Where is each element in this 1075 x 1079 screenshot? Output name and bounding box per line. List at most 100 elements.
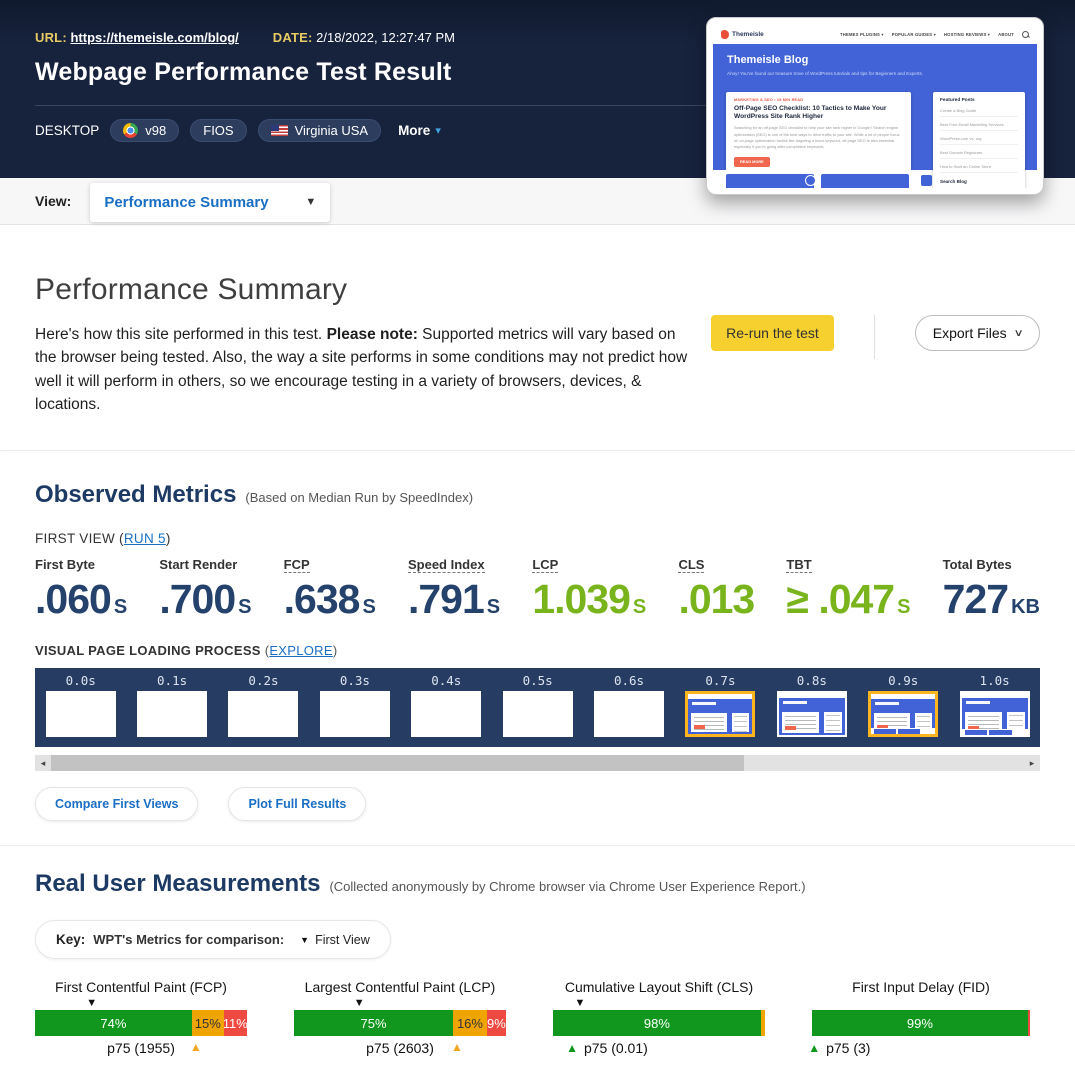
filmstrip-frame[interactable] xyxy=(319,691,390,737)
themeisle-logo-text: Themeisle xyxy=(732,30,764,38)
p75-marker-icon: ▲ xyxy=(808,1041,821,1055)
wpt-marker-row xyxy=(812,997,1030,1010)
thumb-sidebar-item: Best Free Email Marketing Services xyxy=(940,122,1018,131)
visual-loading-text: VISUAL PAGE LOADING PROCESS xyxy=(35,643,261,658)
filmstrip-slot: 0.3s xyxy=(309,672,400,737)
frame-timestamp: 0.8s xyxy=(796,673,827,688)
rum-bar-segment: 15% xyxy=(191,1010,224,1036)
metric-cls: CLS .013 xyxy=(678,556,755,623)
thumb-hero: Themeisle Blog Ahoy! You've found our tr… xyxy=(713,44,1037,188)
key-text: WPT's Metrics for comparison: xyxy=(93,932,285,947)
frame-timestamp: 0.2s xyxy=(248,673,279,688)
metric-start-render: Start Render .700 S xyxy=(159,556,251,623)
connection-badge[interactable]: FIOS xyxy=(190,119,247,142)
metric-unit: S xyxy=(897,596,911,618)
wpt-first-view-marker-icon: ▼ xyxy=(574,997,586,1009)
p75-marker-icon: ▲ xyxy=(451,1040,463,1054)
filmstrip-frame[interactable] xyxy=(776,691,847,737)
location-badge[interactable]: Virginia USA xyxy=(257,119,382,142)
rum-bar-segment: 74% xyxy=(35,1010,192,1036)
metric-label[interactable]: LCP xyxy=(532,557,559,573)
plot-full-results-button[interactable]: Plot Full Results xyxy=(228,787,367,821)
rum-distribution-bar: 99% xyxy=(812,1010,1030,1036)
chevron-down-icon: ∨ xyxy=(1013,327,1024,339)
thumb-nav-item: THEMES PLUGINS ▾ xyxy=(840,31,884,37)
visual-loading-label: VISUAL PAGE LOADING PROCESS (EXPLORE) xyxy=(35,643,338,658)
chevron-down-icon: ▾ xyxy=(435,125,441,137)
scroll-right-arrow-icon[interactable]: ▸ xyxy=(1024,755,1040,771)
filmstrip-frame[interactable] xyxy=(137,691,208,737)
more-menu-button[interactable]: More ▾ xyxy=(398,123,441,138)
metric-value: .638 S xyxy=(283,576,376,622)
rum-charts-row: First Contentful Paint (FCP) ▼ 74% 15% 11% p7… xyxy=(35,979,1040,1059)
filmstrip-frame[interactable] xyxy=(45,691,116,737)
filmstrip-frame[interactable] xyxy=(411,691,482,737)
rum-chart-title: Cumulative Layout Shift (CLS) xyxy=(564,979,754,995)
scroll-left-arrow-icon[interactable]: ◂ xyxy=(35,755,51,771)
test-date: 2/18/2022, 12:27:47 PM xyxy=(316,30,455,45)
section-divider xyxy=(0,450,1075,451)
page-thumbnail[interactable]: Themeisle THEMES PLUGINS ▾ POPULAR GUIDE… xyxy=(706,17,1044,195)
metric-lcp: LCP 1.039 S xyxy=(532,556,646,623)
frame-page-render xyxy=(871,694,936,734)
summary-intro: Here's how this site performed in this t… xyxy=(35,326,327,343)
p75-marker-icon: ▲ xyxy=(189,1040,202,1054)
metric-label[interactable]: TBT xyxy=(786,557,812,573)
thumb-footer-block xyxy=(821,174,909,188)
observed-metrics-subheading: (Based on Median Run by SpeedIndex) xyxy=(245,490,474,505)
metric-value: .700 S xyxy=(159,576,252,622)
frame-timestamp: 0.7s xyxy=(705,673,736,688)
themeisle-logo: Themeisle xyxy=(721,29,764,39)
tested-url-link[interactable]: https://themeisle.com/blog/ xyxy=(70,30,239,45)
filmstrip-frame[interactable] xyxy=(868,691,939,737)
date-label: DATE: xyxy=(272,30,313,45)
metric-label[interactable]: CLS xyxy=(678,557,705,573)
thumb-sidebar-item: Best Domain Registrars xyxy=(940,150,1018,159)
wpt-marker-row: ▼ xyxy=(294,997,506,1010)
key-label: Key: xyxy=(56,932,86,947)
run-5-link[interactable]: RUN 5 xyxy=(123,531,166,546)
filmstrip-slot: 0.9s xyxy=(858,672,949,737)
filmstrip-frame[interactable] xyxy=(959,691,1030,737)
thumb-sidebar-footer: Search Blog xyxy=(940,179,967,184)
rum-chart-title: First Contentful Paint (FCP) xyxy=(55,979,227,995)
metric-unit: S xyxy=(362,596,376,618)
rum-bar-segment: 9% xyxy=(486,1010,506,1036)
p75-label: p75 (3) xyxy=(826,1040,871,1056)
themeisle-logo-icon xyxy=(721,29,729,39)
thumb-nav-item: ABOUT xyxy=(998,31,1014,37)
filmstrip-slot: 1.0s xyxy=(949,672,1040,737)
filmstrip-frame[interactable] xyxy=(594,691,665,737)
filmstrip-slot: 0.8s xyxy=(766,672,857,737)
view-select-dropdown[interactable]: Performance Summary ▼ xyxy=(90,182,331,222)
filmstrip-scrollbar[interactable]: ◂ ▸ xyxy=(35,755,1040,771)
thumb-nav-item: HOSTING REVIEWS ▾ xyxy=(943,31,991,37)
explore-link[interactable]: EXPLORE xyxy=(269,643,333,658)
thumb-sidebar-item: How to Start an Online Store xyxy=(940,164,1018,173)
metric-value: .013 xyxy=(678,576,755,622)
metric-speed-index: Speed Index .791 S xyxy=(407,556,501,623)
wpt-marker-row: ▼ xyxy=(35,997,247,1010)
metric-unit: S xyxy=(486,596,501,618)
wpt-first-view-marker-icon: ▼ xyxy=(353,997,365,1009)
compare-first-views-button[interactable]: Compare First Views xyxy=(35,787,199,821)
metric-label[interactable]: Speed Index xyxy=(407,557,485,573)
chrome-icon xyxy=(123,123,139,138)
filmstrip-frame[interactable] xyxy=(685,691,756,737)
thumb-nav-links: THEMES PLUGINS ▾ POPULAR GUIDES ▾ HOSTIN… xyxy=(840,30,1029,38)
p75-row: ▲ p75 (3) xyxy=(808,1039,1030,1059)
page-title: Webpage Performance Test Result xyxy=(35,58,452,86)
metric-label[interactable]: FCP xyxy=(283,557,310,573)
browser-badge[interactable]: v98 xyxy=(110,119,180,142)
filmstrip-frame[interactable] xyxy=(228,691,299,737)
first-view-prefix: FIRST VIEW ( xyxy=(35,531,124,546)
location-label: Virginia USA xyxy=(294,123,369,138)
filmstrip-frame[interactable] xyxy=(502,691,573,737)
metric-label: Start Render xyxy=(159,557,238,572)
rum-distribution-bar: 98% xyxy=(553,1010,765,1036)
export-files-button[interactable]: Export Files ∨ xyxy=(914,315,1040,351)
scrollbar-thumb[interactable] xyxy=(51,755,745,771)
rerun-test-button[interactable]: Re-run the test xyxy=(711,315,834,351)
thumb-read-more-button: READ MORE xyxy=(734,156,770,167)
frame-timestamp: 0.3s xyxy=(339,673,370,688)
